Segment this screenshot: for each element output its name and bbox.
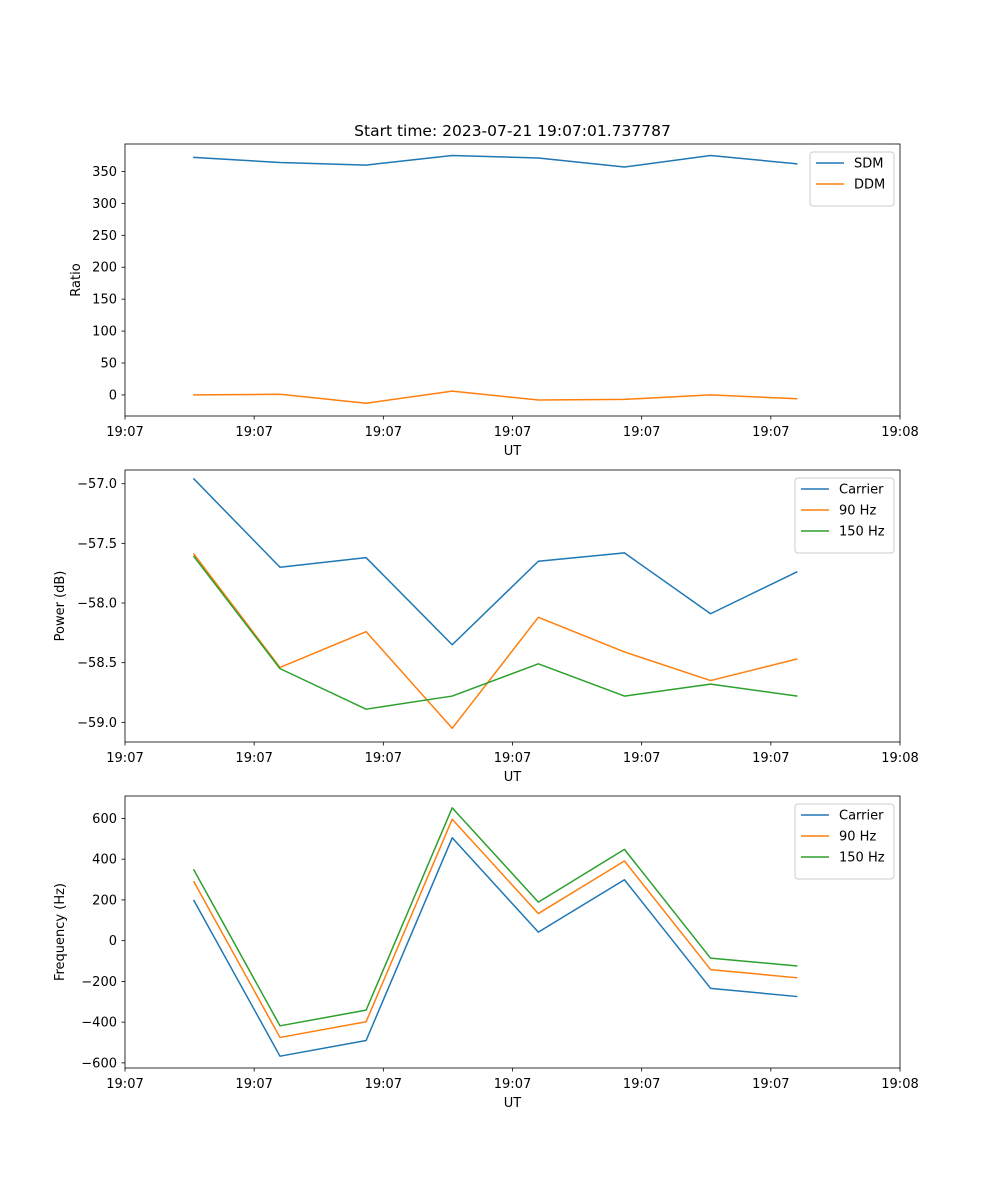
legend-label: Carrier (839, 809, 884, 824)
y-tick-label: 150 (92, 293, 117, 308)
x-tick-label: 19:07 (494, 425, 531, 440)
x-tick-label: 19:07 (235, 1077, 272, 1092)
y-tick-label: −57.5 (77, 537, 117, 552)
y-tick-label: −58.5 (77, 656, 117, 671)
y-tick-label: 300 (92, 197, 117, 212)
legend: SDM DDM (809, 151, 895, 207)
chart-power: 19:07 19:07 19:07 19:07 19:07 19:07 19:08 −57.0… (53, 469, 919, 785)
legend-label: 150 Hz (839, 851, 885, 866)
x-axis-label: UT (504, 444, 522, 459)
x-tick-label: 19:08 (881, 425, 918, 440)
series-line-ddm (193, 390, 798, 404)
y-axis-label: Ratio (69, 263, 84, 296)
y-tick-label: 250 (92, 229, 117, 244)
x-axis-label: UT (504, 770, 522, 785)
x-tick-label: 19:07 (365, 1077, 402, 1092)
y-tick-label: −59.0 (77, 716, 117, 731)
x-tick-label: 19:07 (494, 751, 531, 766)
x-tick-label: 19:07 (106, 425, 143, 440)
x-tick-label: 19:07 (623, 425, 660, 440)
series-line-150-hz (192, 555, 798, 710)
y-tick-label: 50 (100, 357, 117, 372)
series-line-90-hz (192, 553, 798, 730)
x-tick-label: 19:07 (235, 751, 272, 766)
y-tick-label: 200 (92, 261, 117, 276)
series-line-carrier (192, 837, 798, 1057)
x-tick-label: 19:08 (881, 751, 918, 766)
series-line-150-hz (192, 807, 798, 1027)
legend-label: DDM (854, 178, 885, 193)
x-tick-label: 19:07 (623, 1077, 660, 1092)
x-tick-label: 19:07 (235, 425, 272, 440)
y-axis-label: Power (dB) (53, 571, 68, 642)
legend-label: 90 Hz (839, 830, 876, 845)
x-tick-label: 19:07 (365, 751, 402, 766)
x-axis-label: UT (504, 1096, 522, 1111)
chart-frequency: 19:07 19:07 19:07 19:07 19:07 19:07 19:08 −600 −… (53, 795, 919, 1111)
x-tick-label: 19:07 (752, 1077, 789, 1092)
x-tick-label: 19:07 (494, 1077, 531, 1092)
x-tick-label: 19:08 (881, 1077, 918, 1092)
x-tick-label: 19:07 (752, 425, 789, 440)
legend: Carrier 90 Hz 150 Hz (794, 803, 895, 880)
y-tick-label: 600 (92, 812, 117, 827)
y-tick-label: −200 (81, 975, 117, 990)
y-tick-label: 200 (92, 893, 117, 908)
y-tick-label: −600 (81, 1056, 117, 1071)
legend: Carrier 90 Hz 150 Hz (794, 477, 895, 554)
x-tick-label: 19:07 (365, 425, 402, 440)
chart-title: Start time: 2023-07-21 19:07:01.737787 (354, 122, 671, 140)
y-tick-label: 400 (92, 853, 117, 868)
x-tick-label: 19:07 (106, 1077, 143, 1092)
x-tick-label: 19:07 (752, 751, 789, 766)
y-tick-label: 0 (109, 934, 117, 949)
y-tick-label: −400 (81, 1016, 117, 1031)
x-tick-label: 19:07 (106, 751, 143, 766)
legend-label: SDM (854, 157, 883, 172)
y-tick-label: −57.0 (77, 477, 117, 492)
legend-box (794, 477, 895, 554)
y-tick-label: 0 (109, 388, 117, 403)
legend-box (794, 803, 895, 880)
series-line-carrier (192, 477, 798, 646)
legend-label: 90 Hz (839, 504, 876, 519)
series-line-sdm (193, 154, 798, 168)
series-line-90-hz (192, 818, 798, 1039)
y-tick-label: −58.0 (77, 597, 117, 612)
y-tick-label: 100 (92, 325, 117, 340)
y-tick-label: 350 (92, 165, 117, 180)
legend-label: Carrier (839, 483, 884, 498)
chart-ratio: 19:07 19:07 19:07 19:07 19:07 19:07 19:08 0 50 10… (69, 122, 919, 459)
x-tick-label: 19:07 (623, 751, 660, 766)
legend-label: 150 Hz (839, 525, 885, 540)
legend-box (809, 151, 895, 207)
y-axis-label: Frequency (Hz) (53, 883, 68, 981)
